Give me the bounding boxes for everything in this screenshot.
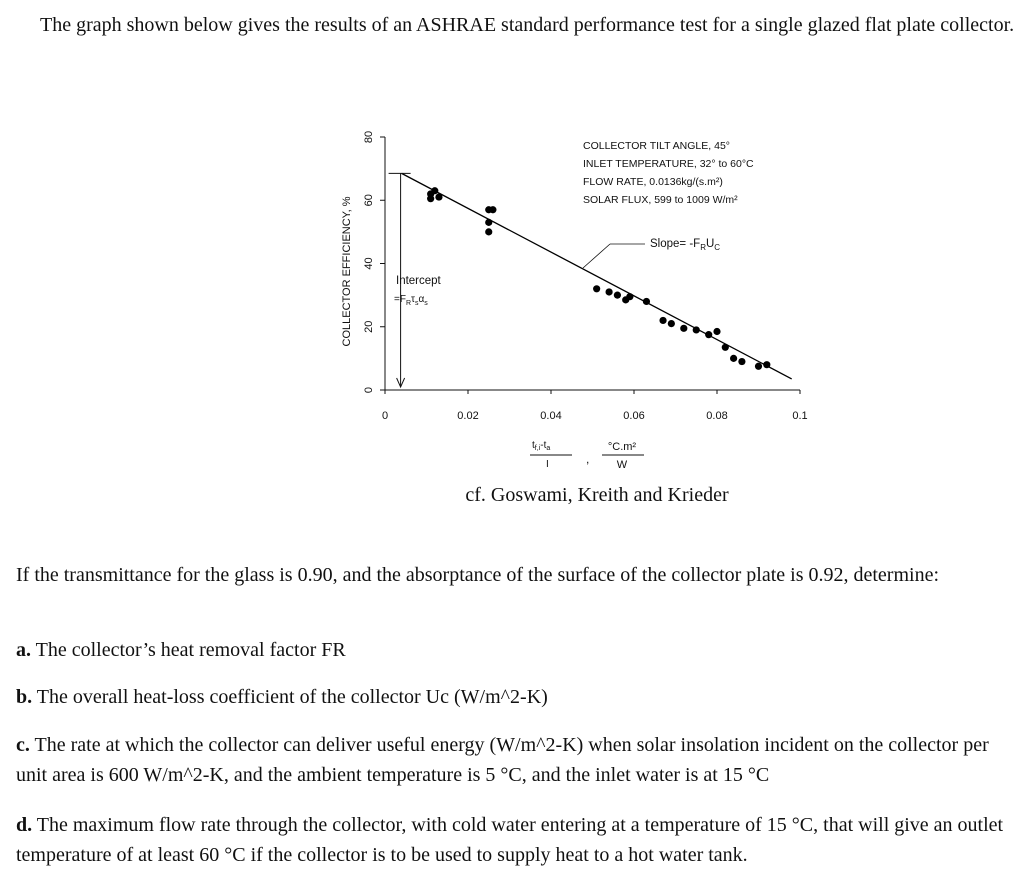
data-point	[642, 297, 651, 306]
x-tick-label: 0.1	[792, 410, 807, 422]
label-part: =F	[394, 294, 406, 305]
data-point	[721, 343, 729, 351]
annotation: COLLECTOR TILT ANGLE, 45°	[583, 140, 730, 152]
data-point	[626, 293, 634, 301]
data-point	[667, 319, 675, 328]
label-part: C	[714, 243, 720, 252]
part: b. The overall heat-loss coefficient of …	[16, 682, 1006, 712]
annotation: INLET TEMPERATURE, 32° to 60°C	[583, 158, 754, 170]
part-label: c.	[16, 734, 30, 756]
data-point	[763, 361, 771, 369]
x-tick-label: 0.06	[623, 410, 644, 422]
part-text: The overall heat-loss coefficient of the…	[36, 686, 548, 708]
label-part: -t	[540, 440, 546, 451]
y-tick-label: 60	[363, 194, 375, 206]
data-point	[713, 327, 721, 336]
data-point	[427, 195, 435, 203]
x-axis-title-denominator: I	[546, 459, 549, 470]
label-part: s	[415, 300, 419, 307]
part-text: The maximum flow rate through the collec…	[16, 814, 1004, 866]
y-tick-label: 80	[363, 131, 375, 143]
part-label: d.	[16, 814, 33, 836]
data-point	[659, 316, 667, 325]
label-part: t	[532, 440, 535, 451]
data-point	[489, 206, 497, 214]
data-point	[593, 285, 601, 293]
annotation: FLOW RATE, 0.0136kg/(s.m²)	[583, 176, 723, 188]
y-tick-label: 40	[363, 257, 375, 269]
data-point	[730, 354, 738, 362]
part-label: b.	[16, 686, 33, 708]
data-point	[680, 324, 688, 332]
y-tick-label: 20	[363, 321, 375, 333]
data-point	[435, 193, 443, 201]
part-text: The collector’s heat removal factor FR	[35, 639, 346, 661]
data-point	[754, 362, 763, 370]
question: If the transmittance for the glass is 0.…	[16, 564, 940, 586]
data-point	[692, 326, 700, 334]
y-axis-title: COLLECTOR EFFICIENCY, %	[341, 196, 353, 346]
intro: The graph shown below gives the results …	[40, 14, 1015, 36]
part: a. The collector’s heat removal factor F…	[16, 635, 1006, 665]
data-point	[485, 228, 493, 236]
label-part: R	[406, 300, 411, 307]
data-point	[738, 357, 746, 366]
data-point	[431, 187, 439, 195]
data-point	[705, 331, 713, 339]
intercept-label: Intercept	[396, 275, 442, 287]
label-part: a	[546, 445, 550, 452]
label-part: s	[424, 300, 428, 307]
x-tick-label: 0.04	[540, 410, 561, 422]
data-point	[605, 288, 613, 296]
leader	[582, 243, 611, 269]
data-point	[613, 291, 622, 299]
label-part: Slope= -F	[650, 238, 700, 250]
annotation: SOLAR FLUX, 599 to 1009 W/m²	[583, 194, 738, 206]
label-part: U	[706, 238, 714, 250]
x-axis-title-separator: ,	[586, 452, 589, 466]
arrow-head	[396, 377, 406, 389]
data-point	[485, 218, 493, 226]
x-axis-title-numerator: tf,i-ta	[532, 440, 550, 452]
x-tick-label: 0	[382, 410, 388, 422]
x-tick-label: 0.08	[706, 410, 727, 422]
intercept-formula: =FRτsαs	[394, 294, 428, 307]
part-label: a.	[16, 639, 31, 661]
caption: cf. Goswami, Kreith and Krieder	[465, 484, 729, 506]
label-part: R	[700, 243, 706, 252]
y-tick-label: 0	[363, 387, 375, 393]
part: d. The maximum flow rate through the col…	[16, 810, 1011, 870]
label-part: f,i	[535, 445, 541, 452]
label-part: α	[418, 294, 424, 305]
part-text: The rate at which the collector can deli…	[16, 734, 989, 786]
slope-label: Slope= -FRUC	[650, 238, 720, 252]
x-axis-title-unit: °C.m²	[608, 441, 637, 453]
x-axis-title-unit: W	[617, 459, 628, 471]
label-part: τ	[411, 294, 415, 305]
part: c. The rate at which the collector can d…	[16, 730, 1011, 790]
x-tick-label: 0.02	[457, 410, 478, 422]
